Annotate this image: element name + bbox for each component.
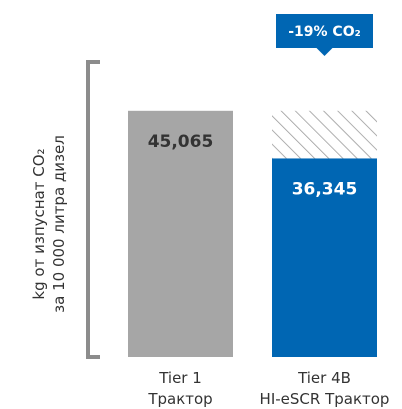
bar-value-label-2: 36,345 [292,179,358,199]
category-label-2-line-1: Tier 4B [297,369,351,387]
reduction-badge-box [276,14,373,48]
reduction-badge-text: -19% CO₂ [288,24,361,40]
axis-bracket [86,60,100,359]
y-axis-label: kg от изпуснат CO₂ за 10 000 литра дизел [30,135,68,313]
y-axis-label-line-1: kg от изпуснат CO₂ [30,148,48,299]
reduction-badge: -19% CO₂ [276,14,373,56]
bar-1 [128,110,233,357]
y-axis-label-line-2: за 10 000 литра дизел [50,135,68,313]
bar-reduction-hatch [272,110,377,159]
category-label-1-line-1: Tier 1 [158,369,202,387]
bar-value-label-1: 45,065 [148,132,214,152]
category-label-1-line-2: Трактор [147,390,212,408]
reduction-badge-pointer [316,48,333,56]
category-label-2-line-2: HI-eSCR Трактор [260,390,390,408]
bars-group: 45,065 Tier 1 Трактор 36,345 Tier 4B HI-eSCR … [128,110,390,408]
bar-2 [272,158,377,357]
